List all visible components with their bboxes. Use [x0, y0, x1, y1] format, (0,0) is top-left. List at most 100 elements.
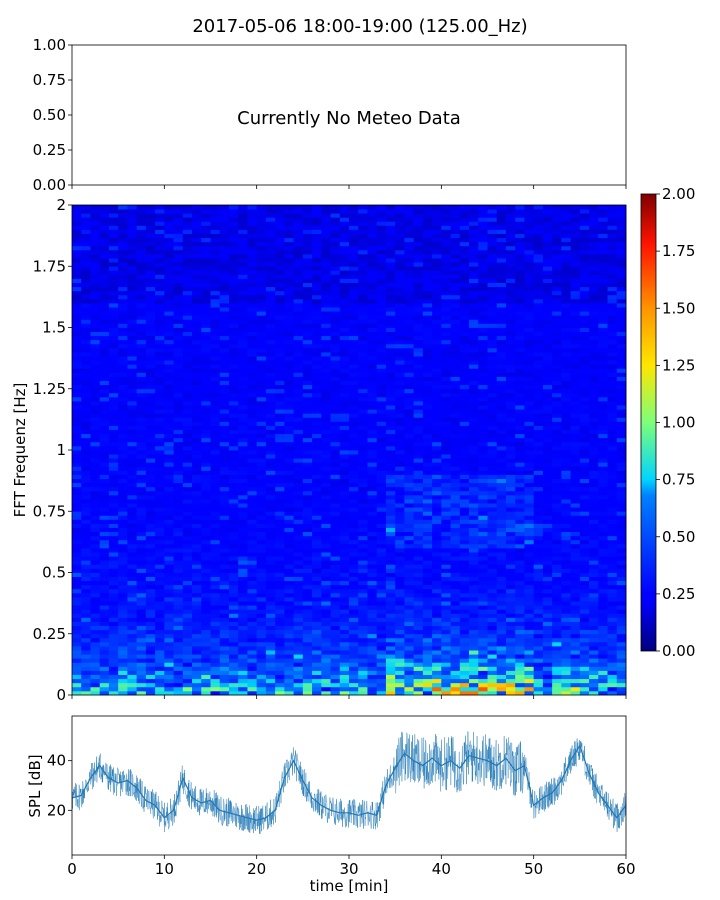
spectrogram-cell — [210, 294, 221, 300]
spectrogram-cell — [275, 572, 285, 577]
spectrogram-cell — [210, 262, 221, 267]
spectrogram-cell — [228, 641, 239, 647]
spectrogram-cell — [155, 527, 165, 533]
spectrogram-cell — [293, 401, 304, 406]
spectrogram-cell — [72, 539, 82, 545]
spectrogram-cell — [302, 352, 313, 357]
spectrogram-cell — [385, 298, 396, 304]
spectrogram-cell — [312, 380, 322, 386]
spectrogram-cell — [182, 339, 193, 345]
spectrogram-cell — [432, 327, 442, 332]
spectrogram-cell — [127, 286, 138, 292]
spectrogram-cell — [349, 311, 359, 316]
spectrogram-cell — [118, 584, 128, 590]
spectrogram-cell — [99, 466, 110, 471]
spectrogram-cell — [275, 339, 285, 345]
spectrogram-cell — [349, 556, 359, 561]
spectrogram-cell — [228, 511, 239, 516]
spectrogram-cell — [219, 478, 230, 484]
spectrogram-cell — [284, 613, 294, 618]
spectrogram-cell — [201, 388, 211, 394]
spectrogram-cell — [182, 311, 193, 316]
spectrogram-cell — [210, 507, 221, 512]
spectrogram-cell — [173, 605, 184, 610]
spectrogram-cell — [376, 629, 387, 635]
spectrogram-cell — [108, 470, 119, 475]
spectrogram-cell — [90, 278, 101, 283]
spectrogram-cell — [265, 564, 276, 569]
spectrogram-cell — [395, 560, 405, 565]
spectrogram-cell — [293, 486, 304, 492]
spectrogram-cell — [210, 641, 221, 647]
spectrogram-cell — [422, 503, 433, 508]
spectrogram-cell — [90, 666, 101, 671]
spectrogram-cell — [385, 494, 396, 500]
spectrogram-cell — [404, 217, 415, 222]
spectrogram-cell — [145, 384, 156, 390]
spectrogram-cell — [302, 298, 313, 304]
spectrogram-cell — [210, 376, 221, 381]
spectrogram-cell — [127, 503, 138, 508]
spectrogram-cell — [238, 633, 248, 639]
spectrogram-cell — [395, 233, 405, 239]
spectrogram-cell — [385, 352, 396, 357]
spectrogram-cell — [385, 613, 396, 618]
spectrogram-cell — [72, 527, 82, 533]
spectrogram-cell — [90, 519, 101, 524]
spectrogram-cell — [136, 425, 147, 430]
spectrogram-cell — [136, 621, 147, 626]
spectrogram-cell — [312, 409, 322, 414]
spectrogram-cell — [265, 270, 276, 275]
spectrogram-cell — [284, 641, 294, 647]
spectrogram-cell — [284, 233, 294, 239]
spectrogram-cell — [385, 499, 396, 504]
spectrogram-cell — [441, 552, 451, 557]
spectrogram-cell — [293, 409, 304, 414]
spectrogram-cell — [90, 364, 101, 369]
spectrogram-cell — [302, 217, 313, 222]
spectrogram-cell — [81, 290, 91, 296]
spectrogram-cell — [182, 205, 193, 210]
spectrogram-cell — [321, 527, 331, 533]
spectrogram-cell — [432, 597, 442, 602]
spectrogram-cell — [395, 429, 405, 435]
spectrogram-cell — [228, 425, 239, 430]
spectrogram-cell — [173, 674, 184, 680]
spectrogram-cell — [367, 560, 378, 565]
spectrogram-cell — [164, 262, 174, 267]
spectrogram-cell — [108, 503, 119, 508]
spectrogram-cell — [256, 580, 267, 586]
spectrogram-cell — [90, 686, 101, 692]
spectrogram-cell — [376, 364, 387, 369]
spectrogram-cell — [192, 454, 202, 459]
spectrogram-cell — [432, 584, 442, 590]
spectrogram-cell — [145, 686, 156, 692]
spectrogram-cell — [339, 450, 350, 455]
spectrogram-cell — [376, 503, 387, 508]
spectrogram-cell — [182, 364, 193, 369]
spectrogram-cell — [145, 682, 156, 688]
spectrogram-cell — [173, 217, 184, 222]
spectrogram-cell — [136, 568, 147, 573]
spectrogram-cell — [201, 633, 211, 639]
spectrogram-cell — [413, 433, 424, 439]
spectrogram-cell — [192, 384, 202, 390]
spectrogram-cell — [275, 209, 285, 214]
spectrogram-cell — [136, 580, 147, 586]
spectrogram-cell — [182, 274, 193, 279]
spectrogram-cell — [275, 621, 285, 626]
spectrogram-cell — [302, 523, 313, 528]
spectrogram-cell — [210, 527, 221, 533]
spectrogram-cell — [72, 515, 82, 520]
spectrogram-cell — [404, 646, 415, 651]
spectrogram-cell — [404, 556, 415, 561]
spectrogram-cell — [90, 478, 101, 484]
spectrogram-cell — [201, 556, 211, 561]
spectrogram-cell — [302, 592, 313, 598]
spectrogram-cell — [90, 597, 101, 602]
spectrogram-cell — [136, 270, 147, 275]
spectrogram-cell — [432, 352, 442, 357]
spectrogram-cell — [302, 466, 313, 471]
spectrogram-cell — [321, 249, 331, 255]
spectrogram-cell — [127, 409, 138, 414]
